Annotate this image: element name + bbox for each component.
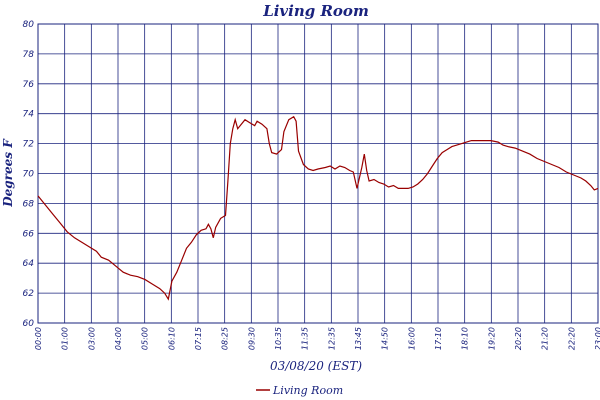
y-tick-label: 70 xyxy=(23,170,35,180)
x-tick-label: 18:10 xyxy=(461,327,470,350)
x-axis-label: 03/08/20 (EST) xyxy=(270,359,362,373)
y-tick-label: 74 xyxy=(23,110,35,120)
x-tick-label: 23:00 xyxy=(594,327,600,350)
x-tick-label: 21:20 xyxy=(541,327,550,350)
y-tick-label: 64 xyxy=(23,259,35,269)
x-tick-label: 10:35 xyxy=(274,327,283,350)
y-tick-label: 80 xyxy=(23,20,35,30)
x-tick-label: 16:00 xyxy=(407,327,416,350)
legend-label-living-room: Living Room xyxy=(272,384,343,397)
grid xyxy=(37,23,599,324)
plot-frame xyxy=(37,23,599,324)
chart-title: Living Room xyxy=(262,2,369,20)
x-tick-label: 06:10 xyxy=(167,327,176,350)
x-tick-label: 08:25 xyxy=(221,327,230,350)
y-tick-label: 78 xyxy=(23,50,35,60)
series-line-living-room xyxy=(37,115,599,301)
x-tick-label: 03:00 xyxy=(87,327,96,350)
x-tick-label: 07:15 xyxy=(194,327,203,350)
x-tick-label: 00:00 xyxy=(34,327,43,350)
x-tick-label: 14:50 xyxy=(381,327,390,350)
x-tick-label: 17:10 xyxy=(434,327,443,350)
x-tick-label: 22:20 xyxy=(567,327,576,350)
y-tick-label: 76 xyxy=(23,80,35,90)
x-tick-label: 04:00 xyxy=(114,327,123,350)
x-tick-label: 11:35 xyxy=(301,327,310,350)
y-tick-label: 62 xyxy=(23,289,35,299)
y-axis-label: Degrees F xyxy=(1,138,15,208)
y-tick-label: 66 xyxy=(23,229,35,239)
x-tick-label: 12:35 xyxy=(327,327,336,350)
legend: Living Room xyxy=(256,384,343,397)
y-tick-label: 68 xyxy=(23,199,35,209)
x-tick-label: 01:00 xyxy=(61,327,70,350)
x-tick-label: 19:20 xyxy=(487,327,496,350)
x-tick-label: 20:20 xyxy=(514,327,523,350)
y-axis-ticks: 60 62 64 66 68 70 72 74 76 78 80 xyxy=(23,20,35,329)
y-tick-label: 60 xyxy=(23,319,35,329)
x-tick-label: 09:30 xyxy=(247,327,256,350)
x-axis-ticks: 00:00 01:00 03:00 04:00 05:00 06:10 07:15 08:25… xyxy=(34,327,600,350)
y-tick-label: 72 xyxy=(23,140,35,150)
x-tick-label: 13:45 xyxy=(354,327,363,350)
x-tick-label: 05:00 xyxy=(141,327,150,350)
